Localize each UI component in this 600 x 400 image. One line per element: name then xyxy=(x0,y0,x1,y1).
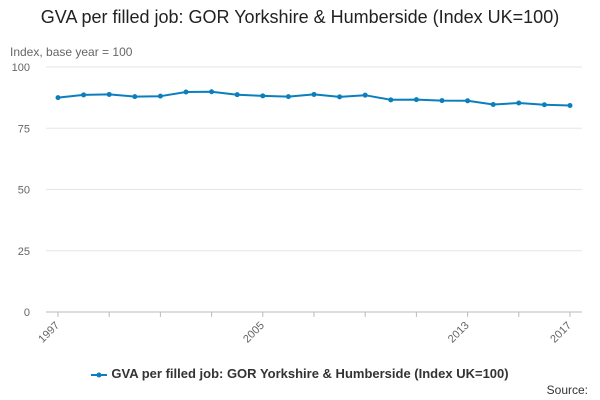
y-tick-label-50: 50 xyxy=(18,185,30,197)
data-point-2014[interactable] xyxy=(490,101,496,107)
data-point-2006[interactable] xyxy=(285,94,291,100)
data-point-2010[interactable] xyxy=(388,97,394,103)
x-tick-label-2017: 2017 xyxy=(548,320,574,346)
series-layer xyxy=(55,89,573,108)
x-ticks: 1997 2005 2013 2017 xyxy=(36,312,574,345)
data-point-2001[interactable] xyxy=(157,93,163,99)
y-tick-label-75: 75 xyxy=(18,123,30,135)
y-axis-label: Index, base year = 100 xyxy=(10,45,133,59)
data-point-2000[interactable] xyxy=(132,94,138,100)
data-point-2008[interactable] xyxy=(337,94,343,100)
data-point-2005[interactable] xyxy=(260,93,266,99)
data-point-2017[interactable] xyxy=(567,102,573,108)
y-tick-labels: 0 25 50 75 100 xyxy=(12,62,30,319)
data-point-1997[interactable] xyxy=(55,95,61,101)
data-point-2012[interactable] xyxy=(439,98,445,104)
y-tick-label-0: 0 xyxy=(24,307,30,319)
data-point-2007[interactable] xyxy=(311,91,317,97)
data-point-2013[interactable] xyxy=(465,98,471,104)
source-label: Source: xyxy=(546,383,588,397)
data-point-1999[interactable] xyxy=(106,91,112,97)
y-tick-label-100: 100 xyxy=(12,62,30,74)
x-tick-label-1997: 1997 xyxy=(36,320,62,346)
data-point-2009[interactable] xyxy=(362,92,368,98)
data-point-2004[interactable] xyxy=(234,92,240,98)
legend-swatch xyxy=(91,372,108,378)
legend[interactable]: GVA per filled job: GOR Yorkshire & Humb… xyxy=(0,366,600,381)
data-point-2016[interactable] xyxy=(541,102,547,108)
x-tick-label-2013: 2013 xyxy=(446,320,472,346)
data-point-1998[interactable] xyxy=(81,92,87,98)
x-tick-label-2005: 2005 xyxy=(241,320,267,346)
data-point-2011[interactable] xyxy=(413,97,419,103)
chart-title: GVA per filled job: GOR Yorkshire & Humb… xyxy=(40,7,560,27)
legend-label: GVA per filled job: GOR Yorkshire & Humb… xyxy=(111,366,509,381)
data-point-2003[interactable] xyxy=(209,89,215,95)
y-tick-label-25: 25 xyxy=(18,246,30,258)
data-point-2015[interactable] xyxy=(516,100,522,106)
data-point-2002[interactable] xyxy=(183,89,189,95)
